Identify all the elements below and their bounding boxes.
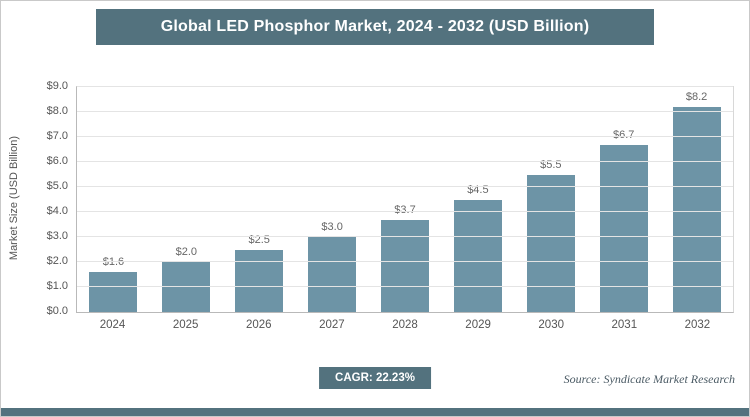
gridline bbox=[77, 161, 733, 163]
bar bbox=[672, 107, 721, 312]
bar bbox=[599, 144, 648, 312]
x-axis: 2024 2025 2026 2027 2028 2029 2030 2031 2032 bbox=[76, 319, 734, 331]
x-axis-tick-label: 2026 bbox=[245, 319, 272, 331]
chart-title-banner: Global LED Phosphor Market, 2024 - 2032 … bbox=[96, 9, 654, 45]
bar-value-label: $2.0 bbox=[175, 246, 198, 258]
gridline bbox=[77, 136, 733, 137]
y-axis-tick-label: $6.0 bbox=[46, 155, 68, 168]
bar-value-label: $3.0 bbox=[321, 221, 343, 234]
bar-group: $3.7 bbox=[369, 87, 442, 312]
bar-group: $8.2 bbox=[660, 87, 733, 312]
bar bbox=[235, 249, 284, 312]
x-axis-tick-label: 2029 bbox=[465, 319, 491, 331]
bar bbox=[526, 174, 575, 312]
x-axis-tick-label: 2027 bbox=[319, 319, 345, 331]
bar bbox=[381, 219, 429, 312]
y-axis-tick-label: $0.0 bbox=[46, 305, 68, 317]
bar bbox=[308, 237, 357, 312]
bar-group: $6.7 bbox=[587, 87, 660, 312]
bar-group: $1.6 bbox=[77, 87, 150, 312]
gridline bbox=[77, 236, 733, 238]
gridline bbox=[77, 186, 733, 187]
bars-row: $1.6 $2.0 $2.5 $3.0 $3.7 $4.5 $5.5 $6.7 $8.2 bbox=[77, 87, 733, 312]
bar-group: $3.0 bbox=[296, 87, 369, 312]
y-axis: $0.0 $1.0 $2.0 $3.0 $4.0 $5.0 $6.0 $7.0 $8.0 $9.0 bbox=[1, 80, 72, 317]
x-axis-tick-label: 2030 bbox=[538, 319, 564, 331]
cagr-badge: CAGR: 22.23% bbox=[319, 367, 431, 389]
y-axis-tick-label: $9.0 bbox=[46, 80, 68, 92]
bottom-strip bbox=[1, 408, 749, 416]
bar-value-label: $3.7 bbox=[394, 203, 416, 216]
gridline bbox=[77, 261, 733, 262]
gridline bbox=[77, 286, 733, 287]
bar-group: $4.5 bbox=[441, 87, 514, 312]
bar-value-label: $1.6 bbox=[102, 256, 125, 268]
gridline bbox=[77, 111, 733, 112]
bar bbox=[162, 262, 211, 312]
y-axis-tick-label: $4.0 bbox=[46, 205, 68, 217]
y-axis-tick-label: $3.0 bbox=[46, 230, 68, 243]
plot-area: $1.6 $2.0 $2.5 $3.0 $3.7 $4.5 $5.5 $6.7 $8.2 bbox=[76, 86, 734, 313]
x-axis-tick-label: 2024 bbox=[99, 319, 126, 331]
x-axis-tick-label: 2028 bbox=[392, 319, 418, 331]
bar-value-label: $8.2 bbox=[685, 91, 708, 103]
chart-title: Global LED Phosphor Market, 2024 - 2032 … bbox=[160, 18, 590, 35]
x-axis-tick-label: 2032 bbox=[684, 319, 711, 331]
bar bbox=[453, 199, 502, 312]
y-axis-tick-label: $7.0 bbox=[46, 130, 68, 142]
bar-value-label: $6.7 bbox=[612, 128, 635, 141]
y-axis-tick-label: $2.0 bbox=[46, 255, 68, 267]
bar bbox=[89, 272, 138, 312]
x-axis-tick-label: 2031 bbox=[611, 319, 638, 331]
bar-group: $2.5 bbox=[223, 87, 296, 312]
x-axis-tick-label: 2025 bbox=[172, 319, 199, 331]
bar-group: $5.5 bbox=[514, 87, 587, 312]
source-text: Source: Syndicate Market Research bbox=[563, 372, 735, 386]
bar-group: $2.0 bbox=[150, 87, 223, 312]
y-axis-tick-label: $8.0 bbox=[46, 105, 68, 117]
gridline bbox=[77, 211, 733, 212]
y-axis-tick-label: $1.0 bbox=[46, 280, 68, 292]
gridline bbox=[77, 86, 733, 87]
y-axis-tick-label: $5.0 bbox=[46, 180, 68, 192]
